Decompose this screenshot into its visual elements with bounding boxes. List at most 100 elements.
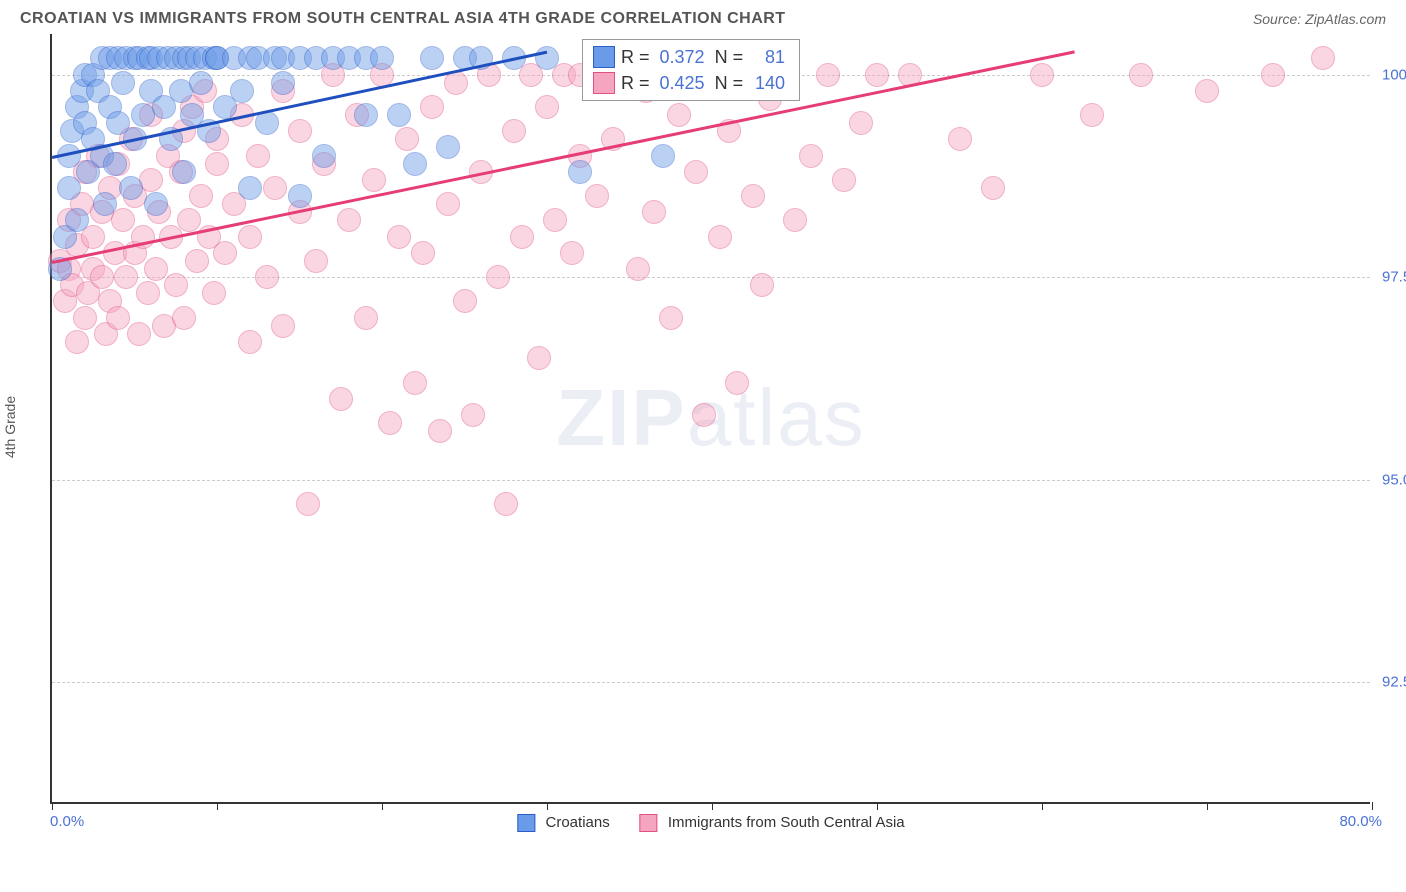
data-point <box>354 103 378 127</box>
data-point <box>263 176 287 200</box>
data-point <box>692 403 716 427</box>
stats-legend-box: R =0.372N =81R =0.425N =140 <box>582 39 800 101</box>
data-point <box>164 273 188 297</box>
data-point <box>535 95 559 119</box>
data-point <box>816 63 840 87</box>
data-point <box>119 176 143 200</box>
data-point <box>1080 103 1104 127</box>
r-value: 0.425 <box>656 73 709 94</box>
data-point <box>667 103 691 127</box>
grid-line <box>52 682 1370 683</box>
x-tick <box>547 802 548 810</box>
data-point <box>255 265 279 289</box>
data-point <box>238 330 262 354</box>
data-point <box>1261 63 1285 87</box>
y-tick-label: 100.0% <box>1374 66 1406 83</box>
n-value: 140 <box>749 73 789 94</box>
grid-line <box>52 480 1370 481</box>
data-point <box>436 135 460 159</box>
data-point <box>131 103 155 127</box>
data-point <box>312 144 336 168</box>
legend-swatch-icon <box>593 46 615 68</box>
data-point <box>849 111 873 135</box>
data-point <box>453 289 477 313</box>
data-point <box>725 371 749 395</box>
legend-swatch-icon <box>593 72 615 94</box>
n-value: 81 <box>749 47 789 68</box>
x-tick <box>1042 802 1043 810</box>
data-point <box>387 225 411 249</box>
data-point <box>420 95 444 119</box>
data-point <box>73 306 97 330</box>
data-point <box>832 168 856 192</box>
data-point <box>411 241 435 265</box>
data-point <box>659 306 683 330</box>
data-point <box>948 127 972 151</box>
data-point <box>403 152 427 176</box>
data-point <box>189 184 213 208</box>
legend-swatch-icon <box>517 814 535 832</box>
data-point <box>403 371 427 395</box>
r-label: R = <box>621 47 650 68</box>
scatter-plot-area: ZIPatlas 0.0% 80.0% R =0.372N =81R =0.42… <box>50 34 1370 804</box>
y-tick-label: 97.5% <box>1374 269 1406 286</box>
data-point <box>65 208 89 232</box>
data-point <box>144 257 168 281</box>
x-axis-min-label: 0.0% <box>50 813 84 830</box>
data-point <box>510 225 534 249</box>
data-point <box>230 79 254 103</box>
data-point <box>1030 63 1054 87</box>
data-point <box>136 281 160 305</box>
data-point <box>114 265 138 289</box>
data-point <box>202 281 226 305</box>
data-point <box>981 176 1005 200</box>
data-point <box>543 208 567 232</box>
data-point <box>1311 46 1335 70</box>
x-tick <box>217 802 218 810</box>
data-point <box>189 71 213 95</box>
data-point <box>271 71 295 95</box>
n-label: N = <box>715 73 744 94</box>
data-point <box>1129 63 1153 87</box>
data-point <box>651 144 675 168</box>
data-point <box>626 257 650 281</box>
data-point <box>127 322 151 346</box>
series-legend: Croatians Immigrants from South Central … <box>517 814 904 832</box>
legend-label-croatians: Croatians <box>546 814 610 831</box>
data-point <box>111 208 135 232</box>
y-tick-label: 92.5% <box>1374 674 1406 691</box>
data-point <box>103 152 127 176</box>
data-point <box>304 249 328 273</box>
data-point <box>799 144 823 168</box>
data-point <box>238 176 262 200</box>
data-point <box>642 200 666 224</box>
watermark-zip: ZIP <box>556 373 686 462</box>
data-point <box>106 306 130 330</box>
data-point <box>271 314 295 338</box>
data-point <box>90 265 114 289</box>
data-point <box>783 208 807 232</box>
data-point <box>461 403 485 427</box>
data-point <box>172 160 196 184</box>
data-point <box>502 119 526 143</box>
data-point <box>527 346 551 370</box>
data-point <box>486 265 510 289</box>
r-label: R = <box>621 73 650 94</box>
source-label: Source: ZipAtlas.com <box>1253 11 1386 27</box>
data-point <box>436 192 460 216</box>
data-point <box>144 192 168 216</box>
data-point <box>177 208 201 232</box>
data-point <box>238 225 262 249</box>
legend-stat-row: R =0.372N =81 <box>593 44 789 70</box>
n-label: N = <box>715 47 744 68</box>
data-point <box>205 152 229 176</box>
data-point <box>172 306 196 330</box>
x-tick <box>52 802 53 810</box>
data-point <box>568 160 592 184</box>
x-tick <box>1372 802 1373 810</box>
data-point <box>329 387 353 411</box>
data-point <box>708 225 732 249</box>
data-point <box>255 111 279 135</box>
data-point <box>865 63 889 87</box>
data-point <box>337 208 361 232</box>
